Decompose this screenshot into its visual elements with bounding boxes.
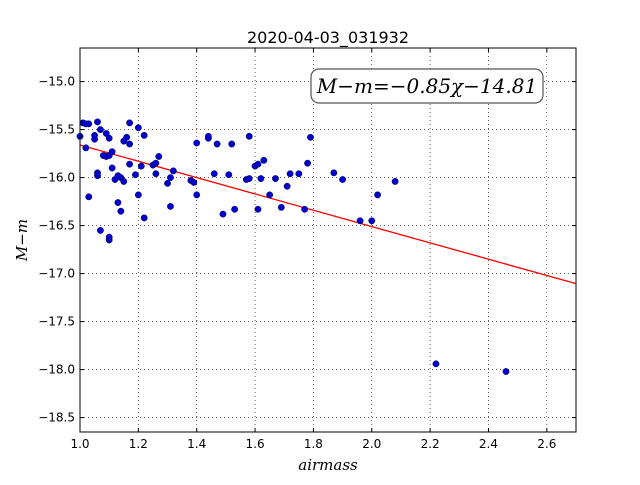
data-point [97, 226, 104, 234]
y-tick-label: −15.0 [38, 75, 75, 89]
data-point [137, 162, 145, 170]
data-point [374, 191, 381, 199]
plot-frame [79, 47, 577, 433]
data-point [391, 178, 399, 185]
annotation-box [310, 68, 544, 104]
data-point [204, 132, 212, 140]
data-point [330, 169, 338, 177]
data-point [193, 191, 201, 199]
data-point [97, 126, 104, 134]
data-point [356, 217, 364, 225]
data-point [108, 164, 116, 172]
x-tick-label: 1.0 [70, 437, 89, 451]
data-point [123, 133, 131, 141]
chart-title: 2020-04-03_031932 [247, 28, 409, 48]
x-axis-label: airmass [298, 456, 358, 474]
y-tick-label: −17.0 [38, 267, 75, 281]
data-point [432, 360, 440, 368]
x-tick-label: 1.2 [129, 437, 148, 451]
data-point [82, 144, 90, 152]
data-point [134, 191, 142, 199]
y-tick-label: −18.5 [38, 411, 75, 425]
x-tick-label: 2.6 [537, 437, 556, 451]
data-point [132, 171, 139, 179]
data-point [85, 193, 93, 201]
data-point [140, 214, 148, 222]
data-point [502, 368, 510, 375]
x-tick-label: 2.4 [479, 437, 498, 451]
data-point [283, 182, 291, 190]
data-point [117, 207, 125, 215]
x-tick-label: 1.6 [246, 437, 265, 451]
data-point [368, 217, 376, 225]
data-point [219, 210, 227, 218]
data-point [91, 131, 98, 139]
data-point [167, 202, 174, 210]
y-tick-label: −17.5 [38, 315, 75, 329]
data-point [164, 179, 171, 187]
data-point [304, 159, 311, 167]
data-point [190, 178, 198, 186]
data-point [301, 205, 309, 213]
data-point [225, 171, 233, 179]
data-point [105, 233, 113, 241]
data-point [286, 170, 294, 178]
data-point [126, 119, 134, 127]
data-point [167, 174, 174, 182]
x-tick-label: 2.2 [421, 437, 440, 451]
data-point [152, 170, 160, 178]
x-tick-label: 1.4 [187, 437, 206, 451]
plot-area [76, 118, 577, 375]
data-point [108, 148, 116, 156]
y-tick-label: −16.0 [38, 171, 75, 185]
data-point [126, 140, 134, 148]
data-point [114, 199, 122, 206]
data-point [277, 203, 285, 211]
y-tick-label: −15.5 [38, 123, 75, 137]
data-point [94, 172, 101, 180]
data-point [126, 160, 134, 168]
fit-line [79, 144, 577, 285]
data-point [245, 132, 253, 140]
y-tick-label: −16.5 [38, 219, 75, 233]
axis-ticks: 1.0 1.2 1.4 1.6 1.8 2.0 2.2 2.4 2.6 −15.0 −15.5 −16… [38, 48, 576, 451]
data-point [85, 120, 93, 128]
data-point [254, 205, 262, 213]
data-point [169, 167, 177, 175]
data-point [260, 156, 268, 164]
data-point [307, 133, 314, 141]
annotation-text: M−m=−0.85χ−14.81 [316, 74, 537, 98]
x-tick-label: 2.0 [362, 437, 381, 451]
data-point [228, 140, 236, 148]
y-tick-label: −18.0 [38, 363, 75, 377]
fit-annotation: M−m=−0.85χ−14.81 [310, 68, 544, 104]
data-point [272, 175, 279, 182]
data-point [295, 170, 303, 178]
data-point [152, 159, 160, 167]
data-point [120, 178, 128, 185]
data-point [231, 205, 239, 213]
data-point [254, 160, 262, 168]
grid [79, 48, 576, 432]
data-point [245, 175, 253, 182]
data-point [266, 191, 274, 199]
x-tick-label: 1.8 [304, 437, 323, 451]
data-point [155, 153, 163, 160]
y-axis-label: M−m [13, 219, 31, 262]
data-point [193, 139, 201, 147]
data-point [257, 175, 265, 182]
data-point [339, 176, 346, 183]
data-point [140, 131, 148, 139]
data-point [94, 118, 101, 126]
data-point [105, 134, 113, 142]
data-point [134, 124, 142, 132]
data-point [210, 170, 218, 178]
data-point [213, 140, 221, 148]
